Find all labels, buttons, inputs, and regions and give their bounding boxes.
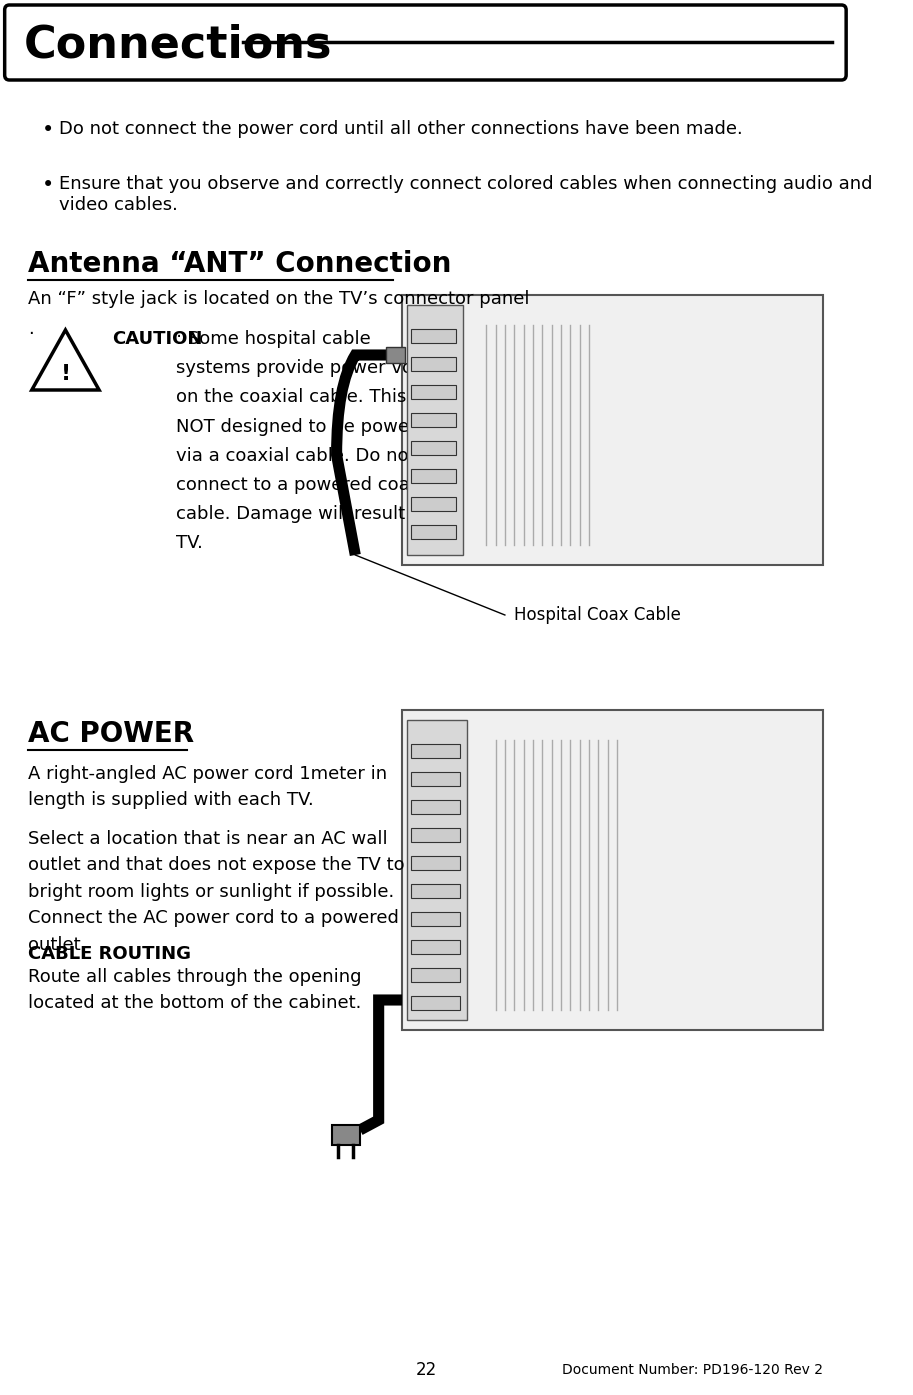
Text: 22: 22 [415,1362,437,1380]
Bar [412,940,460,954]
Bar [412,744,460,757]
Text: •: • [42,120,55,140]
FancyBboxPatch shape [402,710,823,1030]
Bar [412,413,456,427]
Bar [386,347,404,363]
Bar [332,1124,360,1145]
Bar [412,357,456,371]
Bar [406,720,467,1020]
Bar [412,525,456,538]
Text: AC POWER: AC POWER [28,720,194,748]
Text: An “F” style jack is located on the TV’s connector panel: An “F” style jack is located on the TV’s… [28,290,530,308]
Bar [412,441,456,455]
Text: Select a location that is near an AC wall
outlet and that does not expose the TV: Select a location that is near an AC wal… [28,830,404,954]
Bar [412,912,460,926]
Text: CAUTION: CAUTION [112,331,203,347]
Bar [412,829,460,843]
Bar [412,469,456,483]
Bar [412,497,456,511]
Bar [412,385,456,399]
Text: Ensure that you observe and correctly connect colored cables when connecting aud: Ensure that you observe and correctly co… [59,174,873,213]
Bar [406,306,463,555]
Bar [412,996,460,1010]
Polygon shape [32,331,100,391]
Text: : Some hospital cable
systems provide power voltage
on the coaxial cable. This T: : Some hospital cable systems provide po… [176,331,464,552]
Text: •: • [42,174,55,195]
Text: A right-angled AC power cord 1meter in
length is supplied with each TV.: A right-angled AC power cord 1meter in l… [28,764,387,809]
Text: Document Number: PD196-120 Rev 2: Document Number: PD196-120 Rev 2 [561,1363,823,1377]
Text: .: . [28,319,34,338]
Text: Antenna “ANT” Connection: Antenna “ANT” Connection [28,250,451,278]
Bar [412,884,460,898]
Text: CABLE ROUTING: CABLE ROUTING [28,944,191,963]
Bar [412,857,460,870]
FancyBboxPatch shape [5,6,846,80]
Text: Do not connect the power cord until all other connections have been made.: Do not connect the power cord until all … [59,120,742,138]
Text: Hospital Coax Cable: Hospital Coax Cable [514,605,681,624]
Bar [412,329,456,343]
FancyBboxPatch shape [402,294,823,565]
Text: Route all cables through the opening
located at the bottom of the cabinet.: Route all cables through the opening loc… [28,968,362,1013]
Text: Connections: Connections [24,24,331,67]
Bar [412,771,460,785]
Bar [412,799,460,815]
Text: !: ! [60,364,70,384]
Bar [412,968,460,982]
